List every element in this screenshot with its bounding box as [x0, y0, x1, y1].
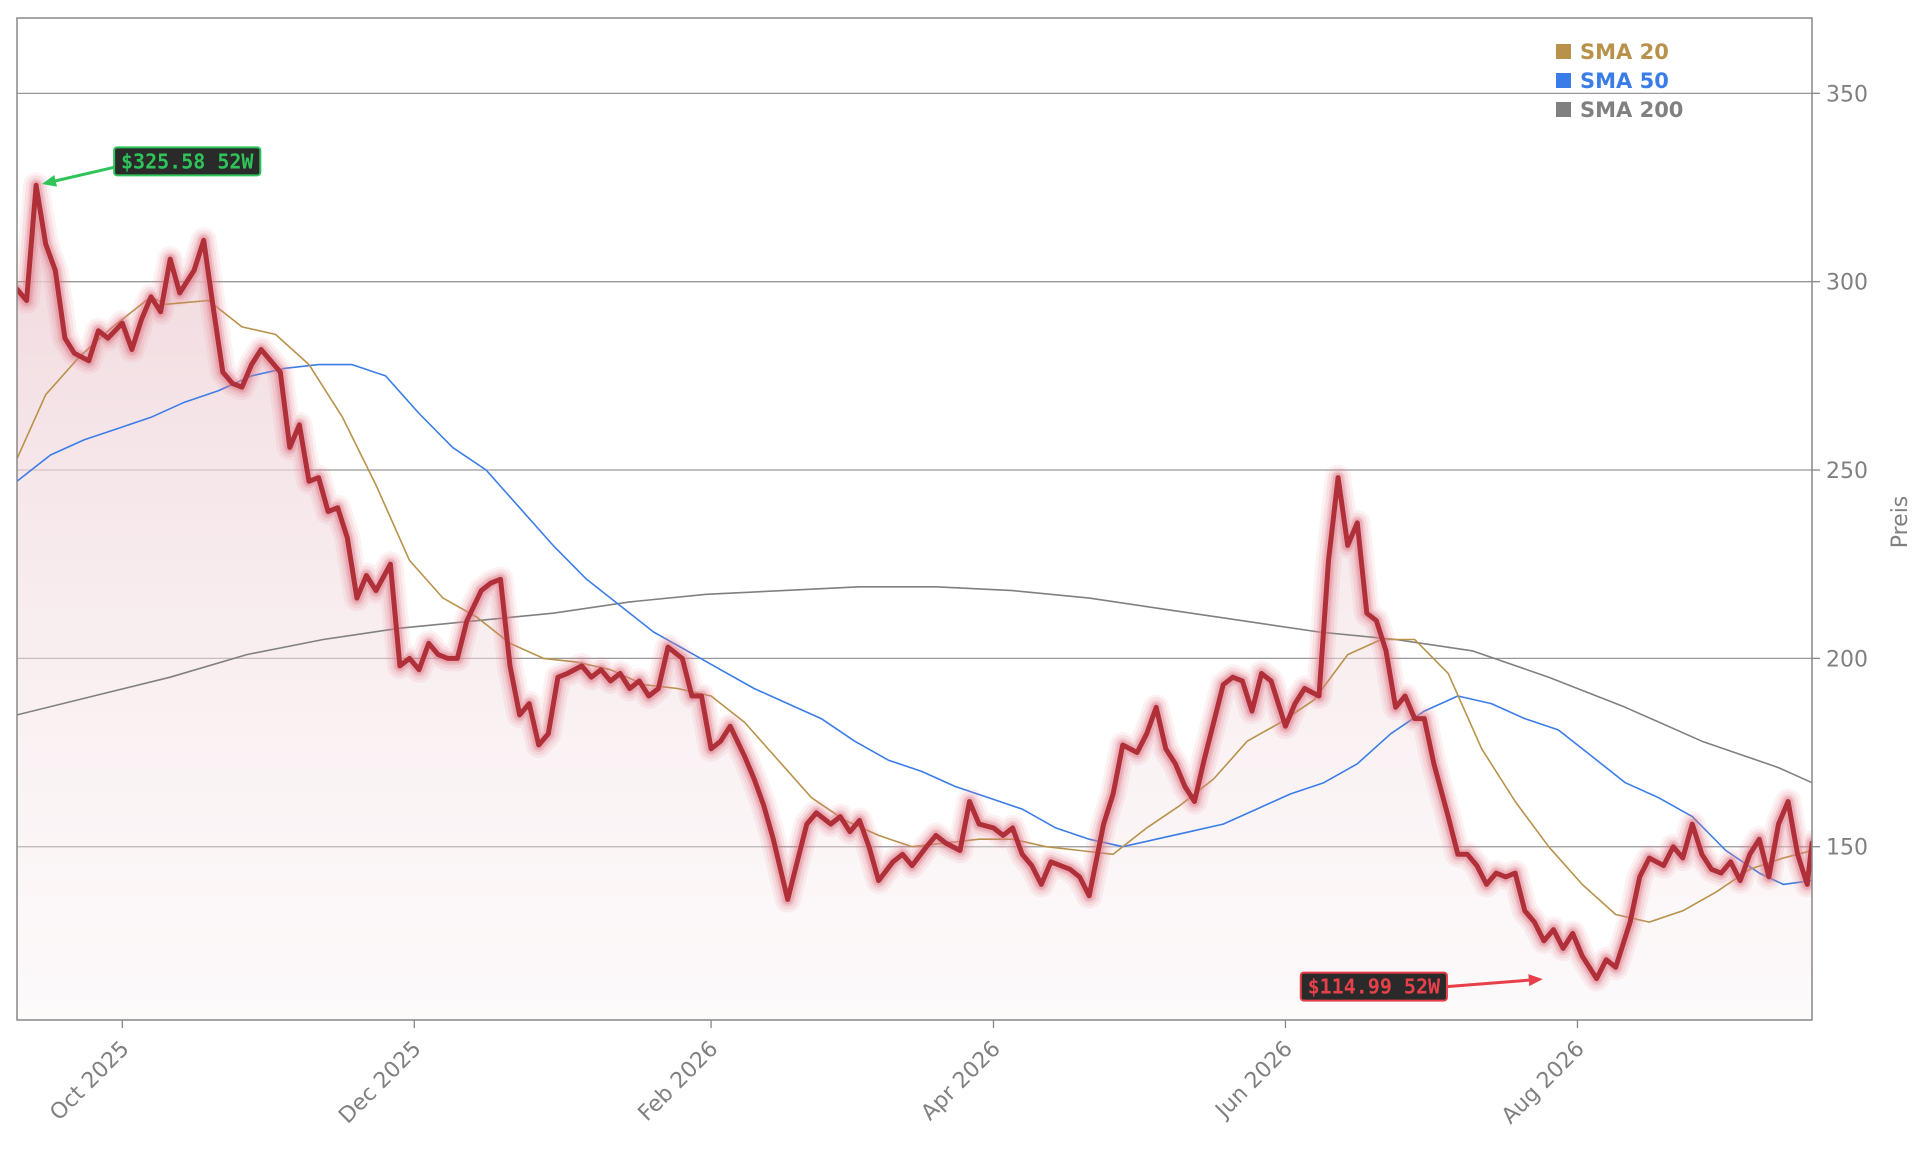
- legend-label: SMA 200: [1580, 98, 1683, 122]
- price-line: [17, 172, 1812, 992]
- price-area: [17, 185, 1812, 1020]
- x-tick-label: Aug 2026: [1497, 1037, 1590, 1130]
- legend-swatch: [1556, 73, 1571, 88]
- y-axis-title: Preis: [1888, 496, 1913, 549]
- annotations: $325.58 52W $114.99 52W: [41, 146, 1543, 1002]
- legend-item-sma200: SMA 200: [1556, 98, 1683, 122]
- legend-swatch: [1556, 44, 1571, 59]
- y-tick-label: 200: [1826, 647, 1868, 672]
- legend-label: SMA 50: [1580, 69, 1669, 93]
- high-annotation-label: $325.58 52W: [121, 149, 254, 173]
- sma20-line: [17, 296, 1812, 923]
- low-annotation-box: [1299, 971, 1448, 1002]
- legend-swatch: [1556, 102, 1571, 117]
- x-tick-label: Jun 2026: [1210, 1037, 1298, 1125]
- legend: SMA 20 SMA 50 SMA 200: [1556, 40, 1683, 122]
- sma-lines: [17, 296, 1812, 923]
- high-annotation-arrow: [51, 165, 115, 184]
- plot-frame: [16, 17, 1813, 1021]
- y-axis: 150 200 250 300 350: [1812, 82, 1868, 861]
- y-tick-label: 250: [1826, 459, 1868, 484]
- low-annotation-label: $114.99 52W: [1308, 975, 1441, 999]
- x-tick-label: Dec 2025: [334, 1037, 426, 1129]
- x-tick-label: Feb 2026: [634, 1037, 724, 1127]
- price-series-line: [17, 182, 1812, 982]
- sma50-line: [17, 363, 1812, 886]
- legend-item-sma20: SMA 20: [1556, 40, 1669, 64]
- high-annotation: $325.58 52W: [41, 146, 262, 187]
- y-tick-label: 300: [1826, 271, 1868, 296]
- y-tick-label: 350: [1826, 82, 1868, 107]
- sma200-line: [17, 586, 1812, 784]
- high-annotation-arrowhead: [41, 174, 57, 187]
- price-area-fill: [17, 185, 1812, 1020]
- legend-label: SMA 20: [1580, 40, 1669, 64]
- y-tick-label: 150: [1826, 836, 1868, 861]
- high-annotation-box: [113, 146, 262, 177]
- x-axis: Oct 2025 Dec 2025 Feb 2026 Apr 2026 Jun 2026…: [45, 1020, 1590, 1130]
- legend-item-sma50: SMA 50: [1556, 69, 1669, 93]
- low-annotation-arrow: [1446, 978, 1533, 989]
- x-tick-label: Apr 2026: [917, 1037, 1006, 1126]
- x-tick-label: Oct 2025: [45, 1037, 134, 1126]
- low-annotation-arrowhead: [1528, 974, 1543, 987]
- low-annotation: $114.99 52W: [1299, 971, 1543, 1002]
